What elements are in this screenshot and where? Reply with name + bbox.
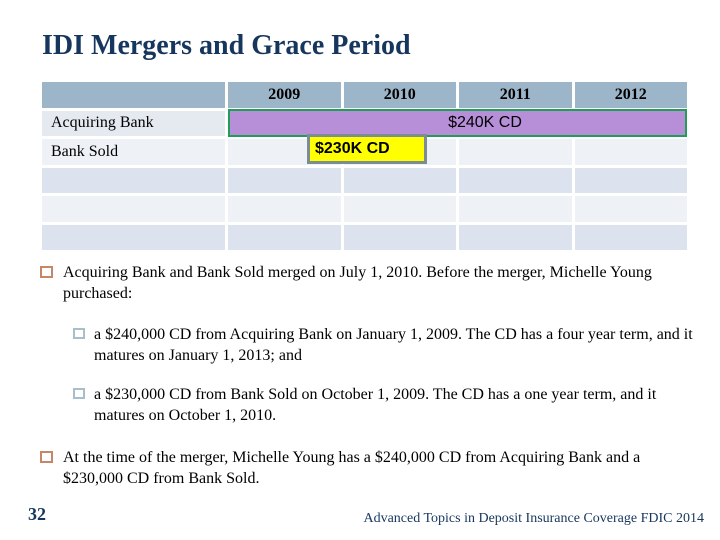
- table-header-corner: [42, 82, 225, 108]
- square-bullet-icon: [40, 451, 53, 463]
- footer-text: Advanced Topics in Deposit Insurance Cov…: [363, 511, 704, 526]
- table-cell: [228, 167, 341, 193]
- timeline-grid: 2009 2010 2011 2012 Acquiring Bank Bank …: [42, 82, 687, 250]
- table-cell: [343, 167, 456, 193]
- cd-240k-bar: $240K CD: [228, 109, 687, 137]
- square-bullet-icon: [73, 388, 85, 399]
- cd-230k-bar-label: $230K CD: [315, 140, 390, 157]
- bullet-cd240-detail: a $240,000 CD from Acquiring Bank on Jan…: [73, 324, 703, 366]
- bullet-at-merger-text: At the time of the merger, Michelle Youn…: [63, 449, 641, 487]
- table-cell: [343, 224, 456, 250]
- table-header-2010: 2010: [343, 82, 456, 108]
- bullet-merger-text: Acquiring Bank and Bank Sold merged on J…: [63, 264, 652, 302]
- table-cell: [42, 196, 225, 222]
- square-bullet-icon: [73, 328, 85, 339]
- table-cell: [574, 167, 687, 193]
- table-cell: [574, 139, 687, 165]
- table-cell: [574, 196, 687, 222]
- cd-240k-bar-label: $240K CD: [448, 114, 522, 131]
- bullet-at-merger: At the time of the merger, Michelle Youn…: [40, 447, 695, 489]
- table-header-2012: 2012: [574, 82, 687, 108]
- slide-title: IDI Mergers and Grace Period: [42, 30, 411, 61]
- row-label-acquiring-bank: Acquiring Bank: [42, 110, 225, 136]
- page-number: 32: [28, 504, 46, 524]
- table-cell: [574, 224, 687, 250]
- square-bullet-icon: [40, 266, 53, 278]
- table-header-2009: 2009: [228, 82, 341, 108]
- table-cell: [228, 196, 341, 222]
- table-cell: [459, 139, 572, 165]
- timeline-table: 2009 2010 2011 2012 Acquiring Bank Bank …: [42, 82, 687, 250]
- table-cell: [343, 196, 456, 222]
- bullet-cd230-text: a $230,000 CD from Bank Sold on October …: [94, 386, 657, 424]
- table-header-2011: 2011: [459, 82, 572, 108]
- table-cell: [459, 167, 572, 193]
- row-label-bank-sold: Bank Sold: [42, 139, 225, 165]
- table-cell: [42, 167, 225, 193]
- bullet-cd240-text: a $240,000 CD from Acquiring Bank on Jan…: [94, 326, 693, 364]
- cd-230k-bar: $230K CD: [307, 134, 427, 164]
- table-cell: [228, 224, 341, 250]
- bullet-merger: Acquiring Bank and Bank Sold merged on J…: [40, 262, 695, 304]
- table-cell: [42, 224, 225, 250]
- bullet-cd230-detail: a $230,000 CD from Bank Sold on October …: [73, 384, 703, 426]
- table-cell: [459, 196, 572, 222]
- table-cell: [459, 224, 572, 250]
